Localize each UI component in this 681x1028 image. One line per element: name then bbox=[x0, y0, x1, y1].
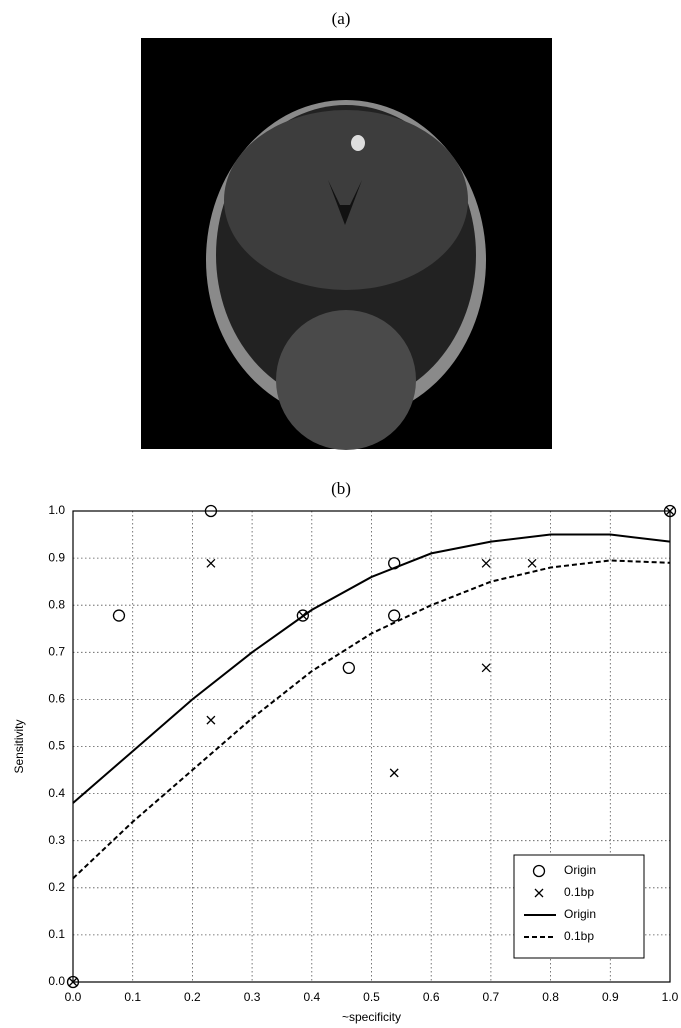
legend-label: Origin bbox=[564, 907, 596, 921]
x-tick-label: 0.8 bbox=[542, 990, 559, 1004]
x-tick-label: 0.9 bbox=[602, 990, 619, 1004]
chart-title: (b) bbox=[331, 479, 351, 498]
brain bbox=[224, 110, 468, 290]
curve bbox=[72, 559, 671, 880]
y-tick-label: 0.6 bbox=[48, 692, 65, 706]
y-tick-label: 0.5 bbox=[48, 739, 65, 753]
lower-structures bbox=[276, 310, 416, 450]
curve bbox=[72, 533, 671, 804]
y-tick-label: 0.8 bbox=[48, 597, 65, 611]
point bbox=[206, 715, 216, 725]
point bbox=[112, 609, 126, 622]
point bbox=[527, 558, 537, 568]
x-tick-label: 1.0 bbox=[662, 990, 679, 1004]
legend-label: 0.1bp bbox=[564, 885, 594, 899]
y-tick-label: 0.9 bbox=[48, 550, 65, 564]
plot-frame bbox=[72, 510, 671, 983]
point bbox=[204, 504, 218, 518]
x-tick-label: 0.4 bbox=[303, 990, 320, 1004]
point bbox=[206, 558, 216, 568]
legend-marker bbox=[532, 864, 546, 878]
lesion bbox=[351, 135, 365, 151]
x-tick-label: 0.0 bbox=[65, 990, 82, 1004]
y-tick-label: 1.0 bbox=[48, 503, 65, 517]
x-tick-label: 0.6 bbox=[423, 990, 440, 1004]
point bbox=[296, 609, 309, 622]
point bbox=[665, 506, 675, 516]
legend: Origin 0.1bp Origin 0.1bp bbox=[513, 854, 645, 959]
mri-image bbox=[141, 38, 552, 450]
y-tick-label: 0.0 bbox=[48, 974, 65, 988]
point bbox=[481, 558, 491, 568]
x-tick-label: 0.1 bbox=[124, 990, 141, 1004]
x-tick-label: 0.7 bbox=[483, 990, 500, 1004]
x-tick-label: 0.5 bbox=[363, 990, 380, 1004]
point bbox=[481, 663, 491, 673]
legend-box bbox=[513, 854, 645, 959]
point bbox=[68, 977, 78, 987]
y-tick-label: 0.2 bbox=[48, 880, 65, 894]
point bbox=[342, 661, 355, 674]
x-tick-label: 0.3 bbox=[244, 990, 261, 1004]
x-axis-label: ~specificity bbox=[342, 1010, 401, 1024]
point bbox=[389, 768, 399, 778]
y-tick-label: 0.3 bbox=[48, 833, 65, 847]
y-tick-label: 0.7 bbox=[48, 644, 65, 658]
y-tick-label: 0.4 bbox=[48, 786, 65, 800]
legend-label: Origin bbox=[564, 863, 596, 877]
point bbox=[66, 975, 80, 989]
point bbox=[388, 609, 401, 622]
ventricles bbox=[328, 180, 362, 225]
y-tick-label: 0.1 bbox=[48, 927, 65, 941]
point bbox=[663, 504, 677, 518]
legend-marker bbox=[534, 888, 544, 898]
y-axis-label: Sensitivity bbox=[12, 719, 26, 773]
legend-label: 0.1bp bbox=[564, 929, 594, 943]
x-tick-label: 0.2 bbox=[184, 990, 201, 1004]
panel-label: (a) bbox=[332, 9, 351, 28]
